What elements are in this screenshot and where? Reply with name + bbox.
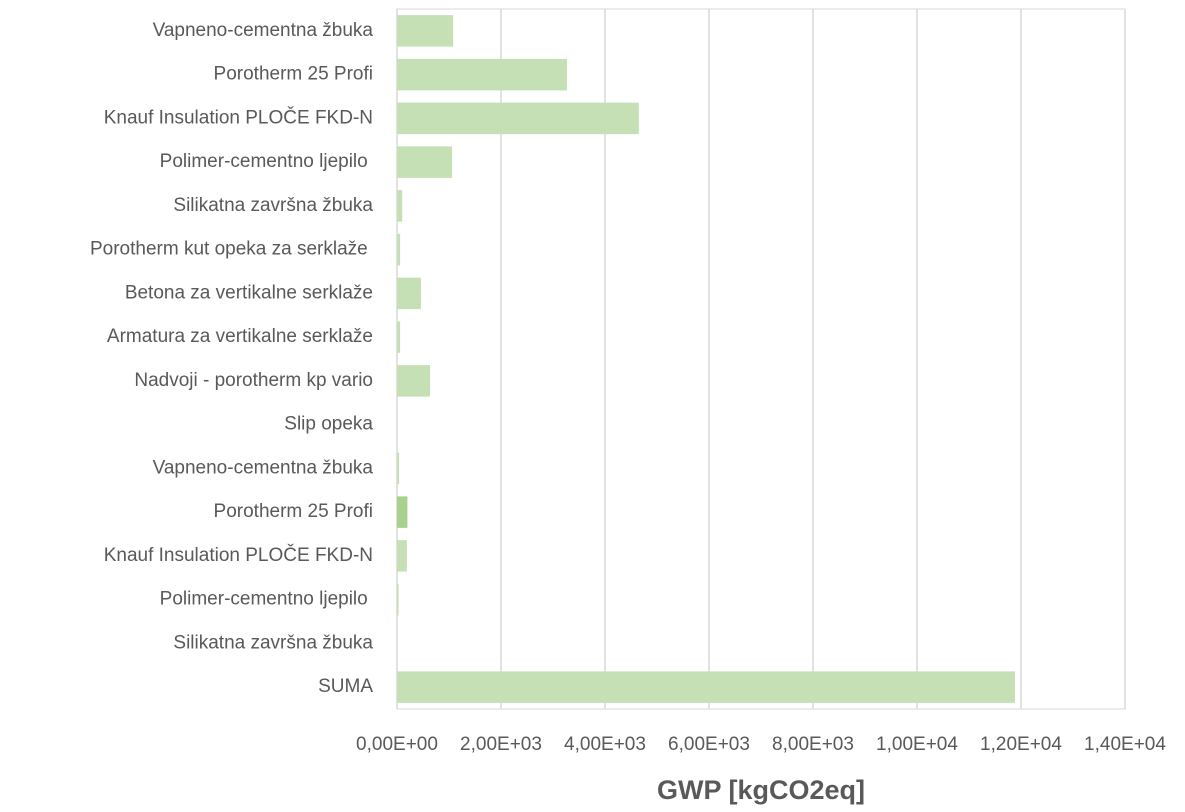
y-tick-label: Slip opeka (284, 414, 373, 435)
bar (397, 540, 407, 572)
x-tick-label: 8,00E+03 (772, 734, 854, 755)
bar (397, 146, 453, 178)
bar (397, 365, 431, 397)
y-tick-label: Nadvoji - porotherm kp vario (134, 370, 373, 391)
x-tick-label: 2,00E+03 (460, 734, 542, 755)
bar (397, 452, 400, 485)
y-tick-label: Knauf Insulation PLOČE FKD-N (104, 106, 373, 128)
bar (397, 277, 421, 310)
x-axis-title: GWP [kgCO2eq] (657, 775, 865, 805)
y-tick-label: Polimer-cementno ljepilo (160, 151, 373, 172)
y-tick-label: Silikatna završna žbuka (173, 195, 373, 216)
bar (397, 58, 568, 91)
x-tick-label: 6,00E+03 (668, 734, 750, 755)
y-tick-label: Betona za vertikalne serklaže (125, 282, 373, 303)
bar (397, 496, 408, 528)
y-tick-label: Porotherm 25 Profi (214, 64, 373, 85)
y-tick-label: Armatura za vertikalne serklaže (107, 326, 373, 347)
y-tick-label: Porotherm 25 Profi (214, 501, 373, 522)
y-tick-label: Polimer-cementno ljepilo (160, 589, 373, 610)
y-tick-label: Knauf Insulation PLOČE FKD-N (104, 544, 373, 566)
bar (397, 321, 401, 353)
bar (397, 583, 399, 616)
y-tick-label: Vapneno-cementna žbuka (153, 457, 374, 478)
x-tick-label: 4,00E+03 (564, 734, 646, 755)
x-tick-label: 1,00E+04 (876, 734, 958, 755)
y-tick-label: SUMA (318, 676, 373, 697)
y-tick-label: Silikatna završna žbuka (173, 632, 373, 653)
x-tick-label: 1,40E+04 (1084, 734, 1166, 755)
x-tick-label: 1,20E+04 (980, 734, 1062, 755)
bar (397, 233, 401, 266)
bar (397, 671, 1016, 703)
x-tick-label: 0,00E+00 (356, 734, 438, 755)
y-tick-label: Porotherm kut opeka za serklaže (90, 239, 373, 260)
bar (397, 15, 454, 47)
bar (397, 190, 403, 222)
bar (397, 102, 639, 135)
y-tick-label: Vapneno-cementna žbuka (153, 20, 374, 41)
